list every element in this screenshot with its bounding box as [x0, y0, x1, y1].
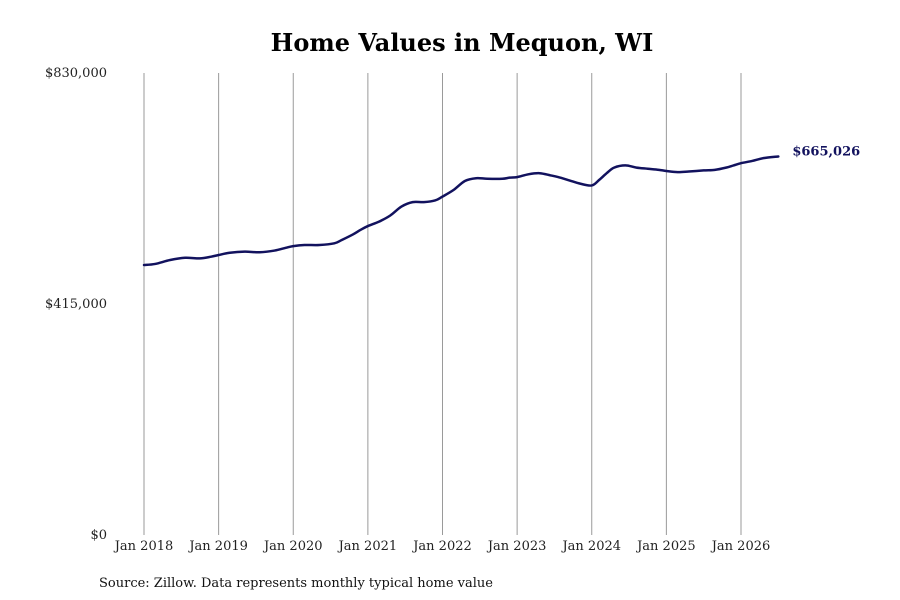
x-tick-label: Jan 2023: [486, 539, 547, 554]
x-tick-label: Jan 2026: [710, 539, 771, 554]
x-axis-ticks: Jan 2018 Jan 2019 Jan 2020 Jan 2021 Jan 2022…: [113, 539, 771, 554]
x-tick-label: Jan 2025: [635, 539, 696, 554]
y-tick-label: $0: [90, 528, 107, 543]
chart-title: Home Values in Mequon, WI: [271, 28, 654, 57]
x-tick-label: Jan 2020: [262, 539, 323, 554]
source-note: Source: Zillow. Data represents monthly …: [99, 576, 493, 591]
x-tick-label: Jan 2022: [411, 539, 472, 554]
gridlines: [143, 73, 742, 535]
y-axis-ticks: $0 $415,000 $830,000: [45, 66, 107, 543]
y-tick-label: $415,000: [45, 297, 107, 312]
x-tick-label: Jan 2021: [337, 539, 398, 554]
x-tick-label: Jan 2019: [187, 539, 248, 554]
x-tick-label: Jan 2024: [560, 539, 621, 554]
series-line-home-value: [142, 155, 780, 267]
x-tick-label: Jan 2018: [113, 539, 174, 554]
end-value-label: $665,026: [792, 144, 860, 159]
y-tick-label: $830,000: [45, 66, 107, 81]
